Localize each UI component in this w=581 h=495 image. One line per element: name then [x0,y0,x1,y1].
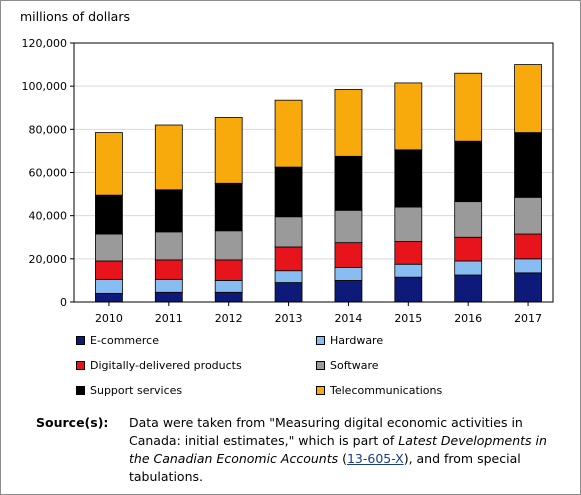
source-italic-title: Latest Developments in the Canadian Econ… [129,433,547,466]
bar-segment[interactable] [154,259,183,280]
bar-segment[interactable] [95,278,123,294]
bar-segment[interactable] [274,166,303,218]
legend-label: Hardware [330,334,384,347]
y-tick-label: 100,000 [22,80,68,93]
source-text-after: ), and from special tabulations. [129,451,521,484]
legend-swatch [76,336,85,345]
bar-segment[interactable] [454,236,483,262]
y-tick-label: 80,000 [29,123,68,136]
x-tick-label: 2014 [334,312,362,325]
bar-segment[interactable] [394,276,423,303]
legend-swatch [316,361,325,370]
legend-swatch [316,386,325,395]
bar-segment[interactable] [454,72,483,142]
legend-label: Software [330,359,379,372]
bar-segment[interactable] [514,233,542,260]
x-tick-label: 2013 [275,312,303,325]
y-tick-label: 20,000 [29,253,68,266]
bar-segment[interactable] [274,99,303,168]
bar-segment[interactable] [154,291,183,303]
legend-label: Support services [90,384,183,397]
x-tick-label: 2017 [514,312,542,325]
bar-segment[interactable] [514,132,542,198]
bar-segment[interactable] [274,270,303,283]
catalogue-link[interactable]: 13-605-X [346,451,404,466]
bar-segment[interactable] [514,272,542,303]
bar-segment[interactable] [454,201,483,238]
bar-segment[interactable] [334,280,363,303]
plot-area [73,42,554,303]
legend-swatch [76,386,85,395]
source-label: Source(s): [36,415,109,430]
bar-segment[interactable] [95,132,123,196]
bar-segment[interactable] [334,89,363,157]
bar-segment[interactable] [454,274,483,303]
bar-segment[interactable] [394,206,423,242]
bar-segment[interactable] [514,64,542,133]
x-tick-label: 2012 [215,312,243,325]
legend-label: E-commerce [90,334,159,347]
legend: E-commerce Hardware Digitally-delivered pr… [76,333,516,403]
legend-label: Telecommunications [330,384,443,397]
legend-swatch [76,361,85,370]
y-tick-label: 120,000 [22,37,68,50]
bar-segment[interactable] [95,233,123,262]
stacked-bar-chart: millions of dollars 0 20,000 40,000 60,000 8… [20,9,554,325]
bar-segment[interactable] [394,149,423,208]
legend-label: Digitally-delivered products [90,359,242,372]
source-text-before: Data were taken from "Measuring digital … [129,415,523,448]
bar-segment[interactable] [154,278,183,293]
x-tick-label: 2011 [155,312,183,325]
bar-segment[interactable] [214,291,243,303]
bar-segment[interactable] [334,267,363,281]
bar-segment[interactable] [334,155,363,211]
y-axis-title: millions of dollars [20,9,130,24]
bar-segment[interactable] [274,282,303,303]
x-tick-label: 2010 [95,312,123,325]
x-tick-label: 2016 [454,312,482,325]
bar-segment[interactable] [394,263,423,278]
bar-segment[interactable] [95,292,123,303]
bar-segment[interactable] [454,260,483,276]
bar-segment[interactable] [154,124,183,191]
bar-segment[interactable] [394,82,423,151]
bar-segment[interactable] [394,241,423,265]
bar-segment[interactable] [514,196,542,235]
bar-segment[interactable] [214,259,243,281]
bar-segment[interactable] [214,230,243,261]
source-text: Data were taken from "Measuring digital … [129,414,559,486]
bar-segment[interactable] [95,260,123,280]
bar-segment[interactable] [214,182,243,232]
bar-segment[interactable] [154,189,183,233]
bars [95,64,542,303]
legend-swatch [316,336,325,345]
x-tick-label: 2015 [394,312,422,325]
y-tick-label: 0 [60,296,67,309]
bar-segment[interactable] [214,117,243,184]
y-tick-label: 60,000 [29,167,68,180]
axes: 0 20,000 40,000 60,000 80,000 100,000 120,000 2… [22,37,554,325]
bar-segment[interactable] [274,246,303,272]
bar-segment[interactable] [334,209,363,244]
bar-segment[interactable] [274,216,303,248]
source-open-paren: ( [338,451,347,466]
bar-segment[interactable] [154,231,183,261]
y-tick-label: 40,000 [29,210,68,223]
bar-segment[interactable] [95,194,123,235]
bar-segment[interactable] [334,242,363,268]
bar-segment[interactable] [514,258,542,274]
bar-segment[interactable] [454,140,483,203]
bar-segment[interactable] [214,280,243,293]
